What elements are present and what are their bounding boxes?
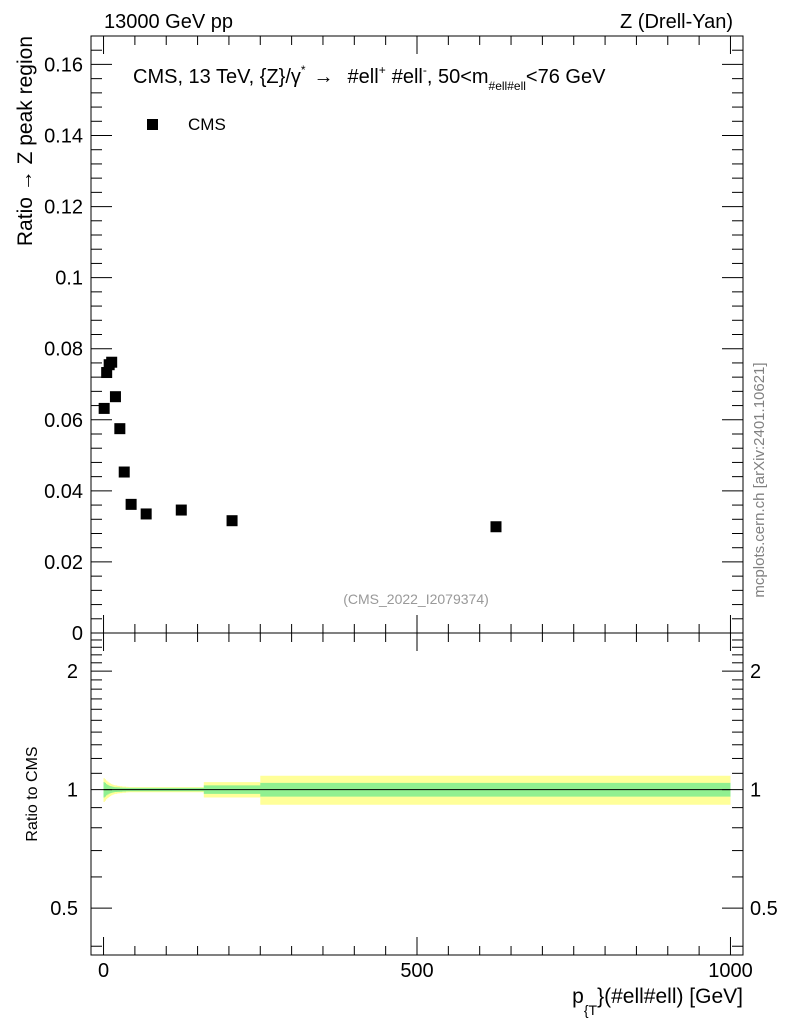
title-suffix: <76 GeV [526,66,606,88]
ratio-bands [103,775,731,805]
ratio-y-tick-label-right: 0.5 [750,898,778,920]
mcplots-watermark: mcplots.cern.ch [arXiv:2401.10621] [751,362,768,597]
x-axis-label-sub: {T [584,1002,598,1018]
main-panel: 0 0.02 0.04 0.06 0.08 0.1 0.12 0.14 0.16 CMS, 13… [14,35,744,645]
title-lepton1: #ell [348,66,379,88]
data-point-cms [114,423,126,435]
x-axis-label-rest: }(#ell#ell) [GeV] [597,985,743,1008]
main-axis-ticks [91,35,743,634]
main-y-tick-label: 0 [72,623,83,645]
analysis-label: (CMS_2022_I2079374) [343,591,489,607]
title-lepton2-sup: - [423,63,427,77]
ratio-x-tick-labels: 0 500 1000 [98,960,753,982]
main-y-tick-label: 0.06 [44,410,83,432]
data-point-cms [98,402,110,414]
ratio-y-tick-label-right: 1 [750,780,761,802]
x-tick-label: 500 [400,960,433,982]
data-point-cms [109,391,121,403]
main-y-tick-labels: 0 0.02 0.04 0.06 0.08 0.1 0.12 0.14 0.16 [44,54,83,645]
ratio-plot-frame [90,632,744,956]
main-y-tick-label: 0.02 [44,552,83,574]
main-y-tick-label: 0.04 [44,481,83,503]
ratio-y-tick-label-left: 2 [67,661,78,683]
ratio-y-tick-label-left: 0.5 [50,898,78,920]
ratio-y-tick-labels: 0.5 1 2 [50,661,78,920]
title-mid: , 50<m [427,66,489,88]
main-y-tick-label: 0.14 [44,126,83,148]
data-point-cms [140,508,152,520]
main-y-tick-label: 0.12 [44,197,83,219]
main-y-tick-label: 0.1 [55,268,83,290]
ratio-y-tick-label-right: 2 [750,661,761,683]
data-point-cms [125,498,137,510]
title-gamma-sup: * [301,63,306,77]
legend-label-cms: CMS [188,115,226,134]
x-tick-label: 1000 [708,960,753,982]
ratio-y-tick-labels-right: 0.5 1 2 [750,661,778,920]
main-y-tick-label: 0.16 [44,54,83,76]
data-point-cms [101,367,113,379]
data-point-cms [226,515,238,527]
legend-marker-cms [147,119,158,130]
x-axis-label: p{T}(#ell#ell) [GeV] [572,985,743,1018]
header-left: 13000 GeV pp [104,11,233,33]
main-data-points [98,356,502,533]
main-y-axis-label: Ratio → Z peak region [14,36,37,246]
ratio-y-axis-label: Ratio to CMS [24,746,41,841]
header-right: Z (Drell-Yan) [620,11,733,33]
data-point-cms [175,504,187,516]
ratio-panel: 0.5 1 2 0.5 1 2 0 500 1000 Ratio to CMS p{T}(#… [24,632,778,1018]
main-y-tick-label: 0.08 [44,339,83,361]
data-point-cms [118,466,130,478]
title-lepton2: #ell [392,66,423,88]
x-tick-label: 0 [98,960,109,982]
title-arrow: → [314,66,334,88]
title-gamma: γ [291,66,301,88]
data-point-cms [106,356,118,368]
x-axis-label-main: p [572,985,584,1008]
ratio-y-tick-label-left: 1 [67,780,78,802]
data-point-cms [490,521,502,533]
title-lepton1-sup: + [379,63,386,77]
title-m-sub: #ell#ell [489,79,526,93]
main-title: CMS, 13 TeV, {Z}/γ* → #ell+ #ell-, 50<m#ell… [133,63,606,93]
title-prefix: CMS, 13 TeV, {Z}/ [133,66,291,88]
